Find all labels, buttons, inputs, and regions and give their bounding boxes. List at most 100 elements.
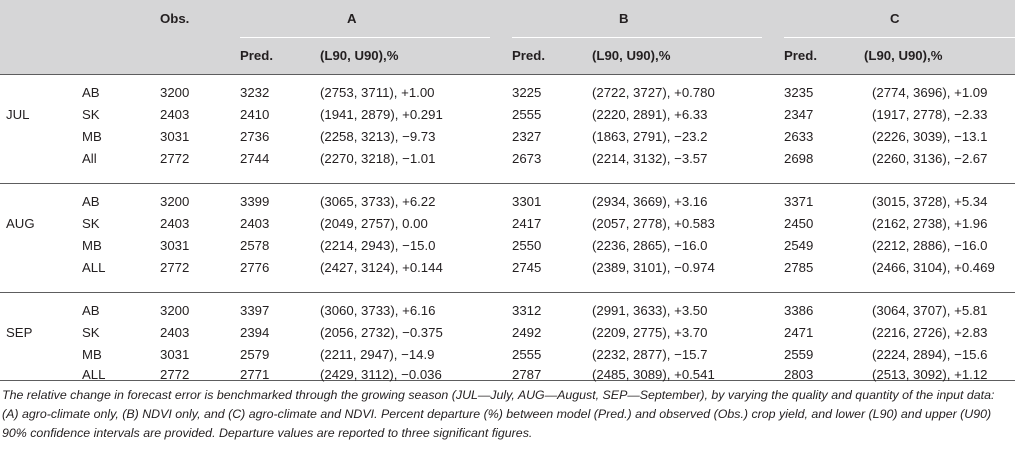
- c-pred-cell: 2450: [784, 216, 814, 231]
- region-cell: SK: [82, 216, 100, 231]
- a-interval-cell: (1941, 2879), +0.291: [320, 107, 443, 122]
- obs-cell: 3031: [160, 347, 190, 362]
- b-interval-cell: (2220, 2891), +6.33: [592, 107, 708, 122]
- month-label: AUG: [6, 216, 35, 231]
- a-interval-cell: (2427, 3124), +0.144: [320, 260, 443, 275]
- c-interval-header: (L90, U90),%: [864, 48, 943, 63]
- c-interval-cell: (2774, 3696), +1.09: [872, 85, 988, 100]
- a-interval-cell: (2753, 3711), +1.00: [320, 85, 435, 100]
- a-pred-cell: 2394: [240, 325, 270, 340]
- group-a-underline: [240, 37, 490, 38]
- c-interval-cell: (2216, 2726), +2.83: [872, 325, 988, 340]
- group-c-underline: [784, 37, 1015, 38]
- header-row-1: [0, 0, 1015, 38]
- a-pred-cell: 2410: [240, 107, 270, 122]
- c-interval-cell: (1917, 2778), −2.33: [872, 107, 988, 122]
- region-cell: AB: [82, 85, 100, 100]
- header-bottom-rule: [0, 74, 1015, 75]
- c-interval-cell: (3064, 3707), +5.81: [872, 303, 988, 318]
- c-interval-cell: (2466, 3104), +0.469: [872, 260, 995, 275]
- obs-cell: 3200: [160, 303, 190, 318]
- obs-cell: 2772: [160, 260, 190, 275]
- a-interval-cell: (2056, 2732), −0.375: [320, 325, 443, 340]
- a-pred-cell: 3399: [240, 194, 270, 209]
- c-interval-cell: (2260, 3136), −2.67: [872, 151, 988, 166]
- b-interval-cell: (2389, 3101), −0.974: [592, 260, 715, 275]
- c-pred-cell: 2698: [784, 151, 814, 166]
- b-pred-cell: 3225: [512, 85, 542, 100]
- b-interval-header: (L90, U90),%: [592, 48, 671, 63]
- b-interval-cell: (2934, 3669), +3.16: [592, 194, 708, 209]
- obs-cell: 2772: [160, 151, 190, 166]
- obs-cell: 3031: [160, 129, 190, 144]
- month-label: JUL: [6, 107, 30, 122]
- group-a-header: A: [347, 11, 357, 26]
- group-b-underline: [512, 37, 762, 38]
- region-cell: AB: [82, 303, 100, 318]
- region-cell: All: [82, 151, 97, 166]
- c-interval-cell: (2226, 3039), −13.1: [872, 129, 988, 144]
- c-interval-cell: (3015, 3728), +5.34: [872, 194, 988, 209]
- c-pred-cell: 3235: [784, 85, 814, 100]
- c-pred-cell: 2633: [784, 129, 814, 144]
- b-pred-cell: 2492: [512, 325, 542, 340]
- b-pred-cell: 2555: [512, 347, 542, 362]
- obs-cell: 2772: [160, 367, 190, 382]
- b-interval-cell: (2722, 3727), +0.780: [592, 85, 715, 100]
- a-pred-cell: 2771: [240, 367, 270, 382]
- a-interval-cell: (2270, 3218), −1.01: [320, 151, 436, 166]
- a-interval-cell: (2211, 2947), −14.9: [320, 347, 435, 362]
- a-pred-cell: 2579: [240, 347, 270, 362]
- a-interval-cell: (2429, 3112), −0.036: [320, 367, 442, 382]
- month-label: SEP: [6, 325, 33, 340]
- obs-cell: 3031: [160, 238, 190, 253]
- region-cell: ALL: [82, 260, 106, 275]
- table-caption: The relative change in forecast error is…: [2, 388, 995, 440]
- b-interval-cell: (2991, 3633), +3.50: [592, 303, 708, 318]
- obs-header: Obs.: [160, 11, 190, 26]
- b-interval-cell: (2057, 2778), +0.583: [592, 216, 715, 231]
- section-rule-2: [0, 292, 1015, 293]
- region-cell: SK: [82, 325, 100, 340]
- obs-cell: 3200: [160, 194, 190, 209]
- table-bottom-rule: [0, 380, 1015, 381]
- a-interval-cell: (3065, 3733), +6.22: [320, 194, 436, 209]
- c-pred-cell: 2559: [784, 347, 814, 362]
- c-pred-cell: 2803: [784, 367, 814, 382]
- b-pred-cell: 3301: [512, 194, 542, 209]
- a-pred-cell: 2403: [240, 216, 270, 231]
- c-pred-cell: 2549: [784, 238, 814, 253]
- a-interval-cell: (2214, 2943), −15.0: [320, 238, 436, 253]
- region-cell: MB: [82, 347, 102, 362]
- c-pred-cell: 2471: [784, 325, 814, 340]
- c-interval-cell: (2162, 2738), +1.96: [872, 216, 988, 231]
- a-interval-cell: (2258, 3213), −9.73: [320, 129, 436, 144]
- group-c-header: C: [890, 11, 900, 26]
- a-interval-cell: (3060, 3733), +6.16: [320, 303, 436, 318]
- region-cell: MB: [82, 129, 102, 144]
- b-pred-cell: 2787: [512, 367, 542, 382]
- header-row-2: [0, 38, 1015, 74]
- b-pred-cell: 2673: [512, 151, 542, 166]
- b-pred-cell: 3312: [512, 303, 542, 318]
- region-cell: AB: [82, 194, 100, 209]
- a-pred-cell: 3232: [240, 85, 270, 100]
- c-pred-header: Pred.: [784, 48, 817, 63]
- b-pred-cell: 2745: [512, 260, 542, 275]
- b-interval-cell: (1863, 2791), −23.2: [592, 129, 708, 144]
- b-interval-cell: (2209, 2775), +3.70: [592, 325, 708, 340]
- section-rule-1: [0, 183, 1015, 184]
- c-pred-cell: 3386: [784, 303, 814, 318]
- b-interval-cell: (2236, 2865), −16.0: [592, 238, 708, 253]
- region-cell: ALL: [82, 367, 106, 382]
- c-interval-cell: (2224, 2894), −15.6: [872, 347, 988, 362]
- a-pred-cell: 2776: [240, 260, 270, 275]
- b-pred-cell: 2555: [512, 107, 542, 122]
- a-pred-cell: 3397: [240, 303, 270, 318]
- group-b-header: B: [619, 11, 629, 26]
- region-cell: SK: [82, 107, 100, 122]
- a-pred-cell: 2744: [240, 151, 270, 166]
- obs-cell: 3200: [160, 85, 190, 100]
- b-interval-cell: (2232, 2877), −15.7: [592, 347, 708, 362]
- b-pred-cell: 2550: [512, 238, 542, 253]
